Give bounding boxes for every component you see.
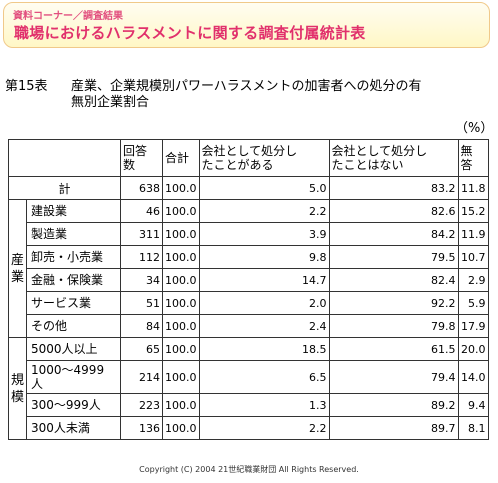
- banner-subtitle: 資料コーナー／調査結果: [13, 11, 123, 22]
- cell-count: 638: [120, 176, 163, 200]
- cell-not-punished: 89.2: [328, 393, 459, 417]
- cell-total: 100.0: [162, 268, 200, 292]
- cell-total: 100.0: [162, 360, 200, 394]
- cell-not-punished: 79.5: [328, 245, 459, 269]
- row-label: 製造業: [26, 222, 121, 246]
- cell-count: 112: [120, 245, 163, 269]
- cell-count: 223: [120, 393, 163, 417]
- cell-not-punished: 92.2: [328, 291, 459, 315]
- cell-punished: 2.2: [198, 199, 330, 223]
- cell-punished: 18.5: [198, 337, 330, 361]
- cell-punished: 2.0: [198, 291, 330, 315]
- row-label: 卸売・小売業: [26, 245, 121, 269]
- row-label: サービス業: [26, 291, 121, 315]
- cell-punished: 2.4: [198, 314, 330, 338]
- table-row: 300～999人 223 100.0 1.3 89.2 9.4: [9, 393, 489, 417]
- cell-total: 100.0: [162, 176, 200, 200]
- table-caption: 第15表 産業、企業規模別パワーハラスメントの加害者への処分の有 無別企業割合: [5, 79, 485, 111]
- cell-not-punished: 79.8: [328, 314, 459, 338]
- cell-total: 100.0: [162, 337, 200, 361]
- cell-none: 20.0: [457, 337, 489, 361]
- cell-count: 136: [120, 416, 163, 440]
- table-row: 製造業 311 100.0 3.9 84.2 11.9: [9, 222, 489, 246]
- statistics-table: 回答 数 合計 会社として処分し たことがある 会社として処分し たことはない …: [8, 139, 489, 440]
- table-row: 産 業建設業 46 100.0 2.2 82.6 15.2: [8, 199, 489, 338]
- cell-none: 11.8: [457, 176, 489, 200]
- cell-count: 311: [120, 222, 163, 246]
- cell-not-punished: 79.4: [328, 360, 459, 394]
- table-row: その他 84 100.0 2.4 79.8 17.9: [9, 314, 489, 338]
- cell-none: 17.9: [457, 314, 489, 338]
- cell-total: 100.0: [162, 314, 200, 338]
- copyright-text: Copyright (C) 2004 21世紀職業財団 All Rights R…: [139, 465, 359, 474]
- header-none: 無 答: [457, 139, 489, 177]
- cell-punished: 5.0: [198, 176, 330, 200]
- cell-not-punished: 82.4: [328, 268, 459, 292]
- header-total: 合計: [162, 139, 200, 177]
- cell-total: 100.0: [162, 393, 200, 417]
- caption-line-1: 産業、企業規模別パワーハラスメントの加害者への処分の有: [71, 79, 422, 94]
- cell-none: 10.7: [457, 245, 489, 269]
- cell-count: 51: [120, 291, 163, 315]
- cell-total: 100.0: [162, 199, 200, 223]
- cell-none: 8.1: [457, 416, 489, 440]
- banner-title: 職場におけるハラスメントに関する調査付属統計表: [14, 24, 366, 42]
- table-row-total: 計 638 100.0 5.0 83.2 11.8: [8, 176, 489, 200]
- row-label: その他: [26, 314, 121, 338]
- cell-punished: 1.3: [198, 393, 330, 417]
- cell-none: 11.9: [457, 222, 489, 246]
- row-label: 300～999人: [26, 393, 121, 417]
- row-label: 1000～4999 人: [26, 360, 121, 394]
- cell-none: 15.2: [457, 199, 489, 223]
- table-row: 300人未満 136 100.0 2.2 89.7 8.1: [9, 416, 489, 440]
- table-row: 卸売・小売業 112 100.0 9.8 79.5 10.7: [9, 245, 489, 269]
- group-label: 産 業: [8, 199, 27, 338]
- header-row: 回答 数 合計 会社として処分し たことがある 会社として処分し たことはない …: [8, 139, 489, 177]
- header-punished: 会社として処分し たことがある: [198, 139, 330, 177]
- cell-none: 14.0: [457, 360, 489, 394]
- group-label: 規 模: [8, 337, 27, 440]
- unit-label: （%）: [455, 121, 494, 136]
- cell-count: 65: [120, 337, 163, 361]
- cell-total: 100.0: [162, 222, 200, 246]
- cell-not-punished: 84.2: [328, 222, 459, 246]
- table-row: 1000～4999 人 214 100.0 6.5 79.4 14.0: [9, 360, 489, 394]
- cell-count: 84: [120, 314, 163, 338]
- cell-total: 100.0: [162, 245, 200, 269]
- cell-punished: 14.7: [198, 268, 330, 292]
- table-row: 規 模 5000人以上 65 100.0 18.5 61.5 20.0: [8, 337, 489, 440]
- caption-line-2: 無別企業割合: [71, 95, 150, 110]
- header-count: 回答 数: [120, 139, 163, 177]
- cell-none: 9.4: [457, 393, 489, 417]
- table-row: 金融・保険業 34 100.0 14.7 82.4 2.9: [9, 268, 489, 292]
- cell-total: 100.0: [162, 416, 200, 440]
- row-label: 建設業: [26, 199, 121, 223]
- cell-count: 46: [120, 199, 163, 223]
- row-label: 金融・保険業: [26, 268, 121, 292]
- cell-count: 214: [120, 360, 163, 394]
- table-row: サービス業 51 100.0 2.0 92.2 5.9: [9, 291, 489, 315]
- section-banner: 資料コーナー／調査結果 職場におけるハラスメントに関する調査付属統計表: [3, 2, 490, 48]
- header-not-punished: 会社として処分し たことはない: [328, 139, 459, 177]
- cell-punished: 9.8: [198, 245, 330, 269]
- row-label: 5000人以上: [26, 337, 121, 361]
- cell-not-punished: 61.5: [328, 337, 459, 361]
- header-blank: [8, 139, 121, 177]
- cell-punished: 6.5: [198, 360, 330, 394]
- cell-count: 34: [120, 268, 163, 292]
- cell-none: 2.9: [457, 268, 489, 292]
- cell-not-punished: 89.7: [328, 416, 459, 440]
- table-number: 第15表: [5, 79, 48, 94]
- cell-punished: 3.9: [198, 222, 330, 246]
- cell-none: 5.9: [457, 291, 489, 315]
- row-label: 計: [8, 176, 121, 200]
- cell-total: 100.0: [162, 291, 200, 315]
- cell-not-punished: 83.2: [328, 176, 459, 200]
- cell-not-punished: 82.6: [328, 199, 459, 223]
- cell-punished: 2.2: [198, 416, 330, 440]
- row-label: 300人未満: [26, 416, 121, 440]
